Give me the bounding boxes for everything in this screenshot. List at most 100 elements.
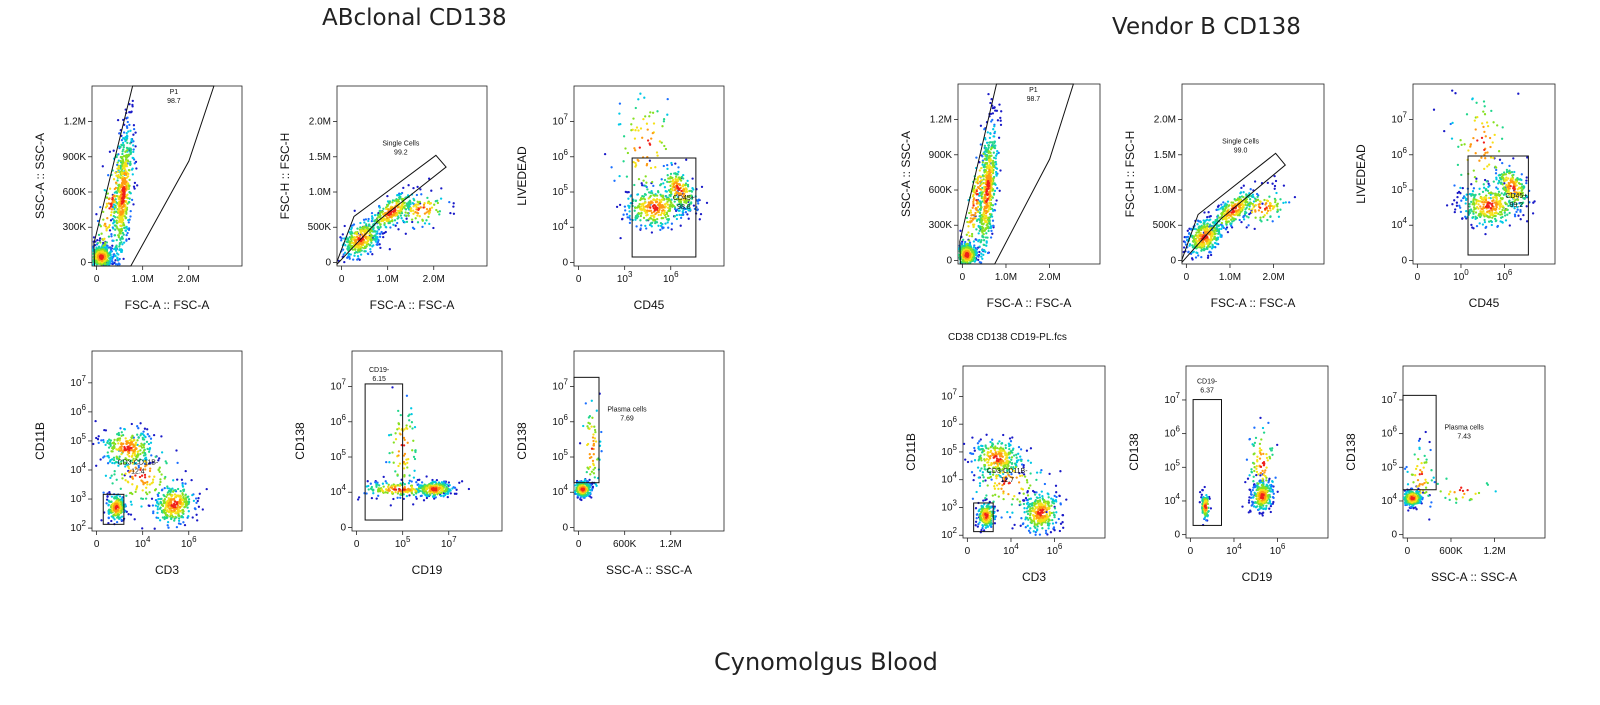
event-point <box>418 215 421 218</box>
event-point <box>666 174 669 177</box>
event-point <box>356 254 360 258</box>
event-point <box>131 454 134 457</box>
event-point <box>648 159 652 162</box>
event-point <box>645 122 649 125</box>
event-point <box>421 218 424 221</box>
event-point <box>120 434 123 437</box>
x-tick-label: 0 <box>576 274 582 285</box>
event-point <box>107 454 110 458</box>
event-point <box>649 166 653 170</box>
event-point <box>974 214 977 217</box>
event-point <box>131 156 134 160</box>
event-point <box>404 232 407 235</box>
event-point <box>352 258 355 261</box>
event-point <box>436 201 440 205</box>
y-axis-label: SSC-A :: SSC-A <box>33 133 47 219</box>
event-point <box>992 156 996 159</box>
event-point <box>982 222 985 225</box>
event-point <box>135 167 138 170</box>
event-point <box>403 473 406 477</box>
event-point <box>384 230 387 234</box>
y-tick-label: 0 <box>562 257 568 268</box>
event-point <box>133 187 136 190</box>
event-point <box>99 458 102 461</box>
event-point <box>146 447 149 451</box>
event-point <box>113 187 116 191</box>
event-point <box>409 209 413 213</box>
event-point <box>109 205 113 208</box>
event-point <box>584 479 587 482</box>
event-point <box>120 431 123 434</box>
y-tick-label: 106 <box>70 403 86 418</box>
event-point <box>978 169 981 172</box>
event-point <box>405 488 409 491</box>
event-point <box>110 235 113 238</box>
event-point <box>142 449 146 452</box>
event-point <box>406 211 409 215</box>
event-point <box>412 209 415 212</box>
event-point <box>129 209 132 213</box>
event-point <box>138 444 141 448</box>
event-point <box>405 424 408 427</box>
event-point <box>158 483 161 486</box>
event-point <box>642 195 646 198</box>
event-point <box>153 527 156 530</box>
event-point <box>130 198 134 202</box>
event-point <box>696 208 699 212</box>
event-point <box>120 452 123 456</box>
event-point <box>388 220 392 223</box>
event-point <box>106 451 109 454</box>
event-point <box>103 455 106 458</box>
event-point <box>980 166 983 170</box>
event-point <box>391 219 394 222</box>
gate-name-label: P1 <box>170 89 179 96</box>
event-point <box>130 168 134 171</box>
event-point <box>121 231 125 235</box>
event-point <box>367 484 370 488</box>
event-point <box>427 215 430 219</box>
event-point <box>979 124 983 127</box>
event-point <box>96 438 100 441</box>
event-point <box>135 485 139 488</box>
event-point <box>586 425 589 428</box>
event-point <box>684 211 688 214</box>
event-point <box>985 240 988 243</box>
event-point <box>116 161 119 164</box>
event-point <box>118 439 121 442</box>
event-point <box>590 425 593 428</box>
event-point <box>984 149 987 152</box>
event-point <box>959 229 962 232</box>
event-point <box>600 450 603 453</box>
event-point <box>421 225 424 229</box>
event-point <box>105 227 108 231</box>
event-point <box>394 490 397 494</box>
event-point <box>406 461 409 465</box>
event-point <box>130 503 133 506</box>
event-point <box>675 217 679 221</box>
event-point <box>397 464 400 468</box>
event-point <box>120 143 123 147</box>
event-point <box>114 171 117 174</box>
event-point <box>669 184 672 187</box>
event-point <box>681 184 684 188</box>
event-point <box>698 218 701 221</box>
event-point <box>378 206 381 209</box>
event-point <box>398 484 402 487</box>
event-point <box>663 144 666 148</box>
event-point <box>967 231 970 234</box>
event-point <box>975 238 978 241</box>
event-point <box>117 262 120 265</box>
event-point <box>405 202 409 205</box>
event-point <box>140 497 143 500</box>
event-point <box>163 486 166 490</box>
event-point <box>375 485 378 488</box>
event-point <box>197 505 201 508</box>
event-point <box>397 450 401 453</box>
event-point <box>392 223 395 226</box>
event-point <box>126 116 129 119</box>
event-point <box>980 193 983 197</box>
event-point <box>125 176 128 179</box>
event-point <box>642 206 645 209</box>
event-point <box>422 499 426 502</box>
